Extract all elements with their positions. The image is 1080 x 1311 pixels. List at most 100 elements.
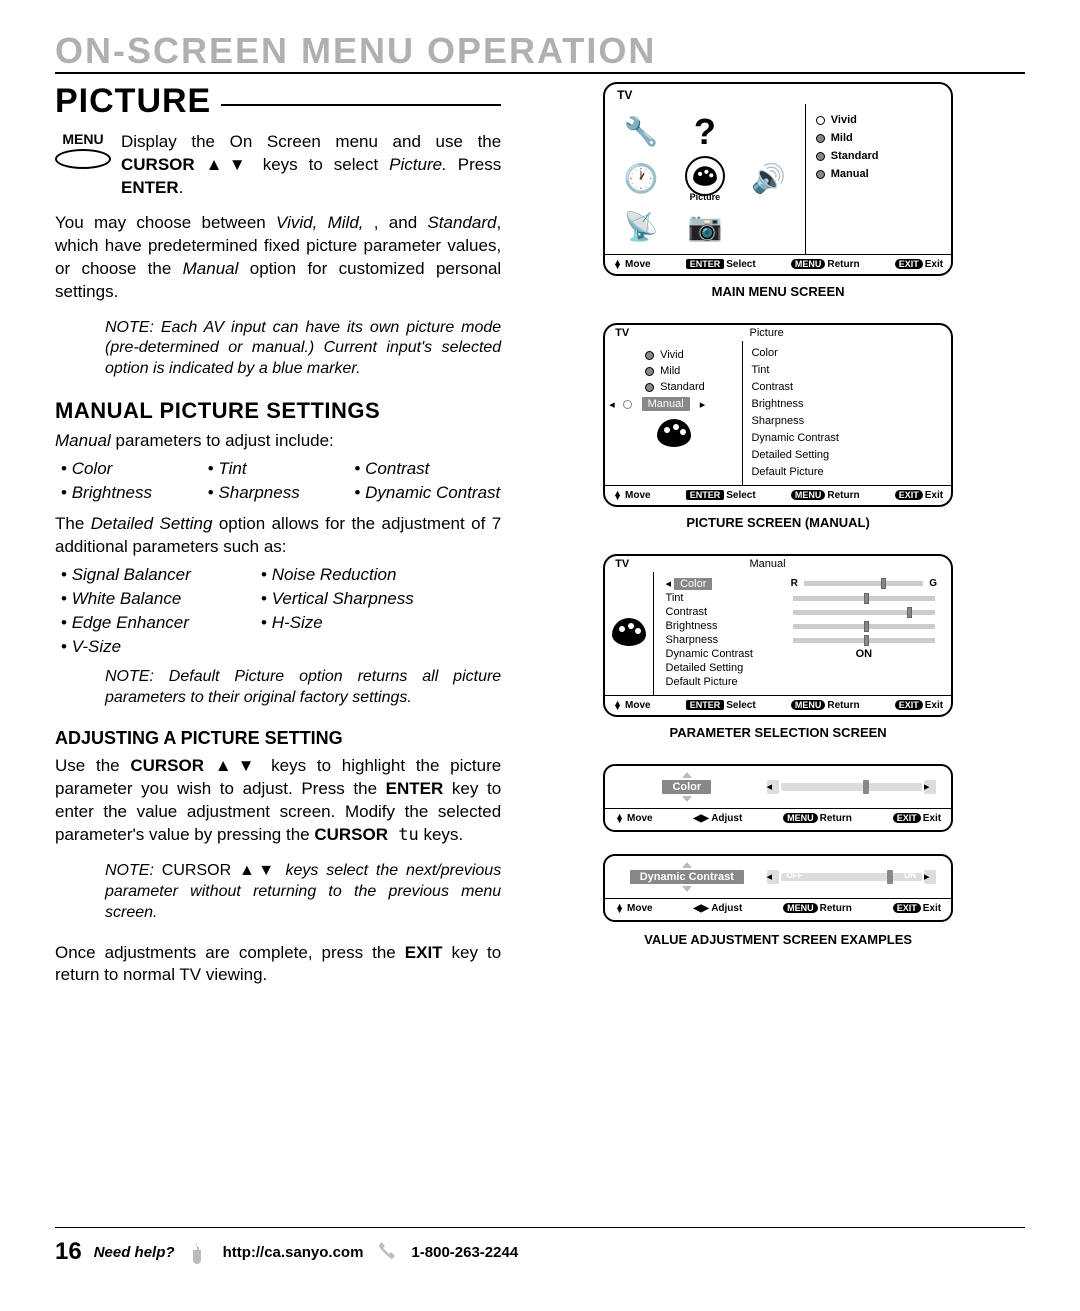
- tv-bottom-bar: ▲▼Move ENTERSelect MENUReturn EXITExit: [605, 255, 951, 274]
- heading-row: TV Picture: [605, 325, 951, 341]
- adj-box-dynamic: Dynamic Contrast ◂ OFF ON ▸ ▲▼Move ◀▶ Ad…: [603, 854, 953, 922]
- t: Standard: [427, 213, 496, 232]
- label: Vivid: [831, 114, 857, 126]
- thumb: [887, 870, 893, 884]
- t: ENTER: [386, 779, 444, 798]
- t: EXIT: [405, 943, 443, 962]
- exit: EXITExit: [893, 903, 941, 914]
- mode-manual-hi: ◂Manual▸: [605, 395, 742, 413]
- tv-main-menu: TV 🔧 ? 🕐 Picture 🔊 📡 📷: [603, 82, 953, 276]
- tvh: TV: [615, 327, 749, 339]
- t: NOTE:: [105, 862, 162, 879]
- sub-item: Default Picture: [751, 466, 943, 478]
- param: H-Size: [261, 613, 461, 633]
- right-column: TV 🔧 ? 🕐 Picture 🔊 📡 📷: [541, 82, 1025, 1001]
- wrench-icon: 🔧: [624, 115, 659, 148]
- title-text: PICTURE: [55, 82, 211, 121]
- footer-phone: 1-800-263-2244: [411, 1244, 518, 1261]
- triangle-up-icon: [682, 772, 692, 778]
- param: Brightness: [61, 483, 208, 503]
- t: Use the: [55, 756, 130, 775]
- palette-icon: [657, 419, 691, 447]
- t: CURSOR: [314, 825, 388, 844]
- camera-icon: 📷: [687, 210, 722, 243]
- param: Color: [61, 459, 208, 479]
- question-icon: ?: [694, 111, 716, 153]
- menu-intro-text: Display the On Screen menu and use the C…: [121, 131, 501, 200]
- sub-item: Sharpness: [751, 415, 943, 427]
- submenu-list: Color Tint Contrast Brightness Sharpness…: [743, 341, 951, 485]
- mode-standard: Standard: [633, 379, 742, 395]
- sub-item: Detailed Setting: [751, 449, 943, 461]
- tvh: TV: [615, 558, 749, 570]
- adj-bottom-bar: ▲▼Move ◀▶ Adjust MENUReturn EXITExit: [605, 898, 951, 920]
- param: Contrast: [354, 459, 501, 479]
- caption-main-menu: MAIN MENU SCREEN: [541, 284, 1015, 299]
- param: Sharpness: [208, 483, 355, 503]
- param-row: Default Picture: [658, 675, 948, 689]
- mode-vivid: Vivid: [633, 347, 742, 363]
- exit: EXITExit: [895, 700, 943, 711]
- page-number: 16: [55, 1238, 82, 1266]
- sub-item: Tint: [751, 364, 943, 376]
- clock-icon: 🕐: [624, 162, 659, 195]
- param-row: Detailed Setting: [658, 661, 948, 675]
- picture-label: Picture: [685, 192, 725, 202]
- triangle-up-icon: [682, 862, 692, 868]
- off-label: OFF: [787, 871, 803, 880]
- adj-slider: ◂ ▸: [767, 780, 937, 794]
- t: , and: [374, 213, 428, 232]
- enter-select: ENTERSelect: [686, 259, 756, 270]
- mouse-icon: [187, 1240, 211, 1264]
- exit: EXITExit: [895, 490, 943, 501]
- adjust: ◀▶ Adjust: [693, 813, 742, 824]
- sub-item: Dynamic Contrast: [751, 432, 943, 444]
- menu-intro-row: MENU Display the On Screen menu and use …: [55, 131, 501, 200]
- move: ▲▼Move: [615, 903, 652, 914]
- caption-adj-screen: VALUE ADJUSTMENT SCREEN EXAMPLES: [541, 932, 1015, 947]
- menu-grid: 🔧 ? 🕐 Picture 🔊 📡 📷: [605, 104, 806, 254]
- enter-select: ENTERSelect: [686, 700, 756, 711]
- t: Display the On Screen menu and use the: [121, 132, 501, 151]
- t: Vivid, Mild,: [276, 213, 374, 232]
- adj-slider: ◂ OFF ON ▸: [767, 870, 937, 884]
- sub-item: Brightness: [751, 398, 943, 410]
- adjust-p2: Once adjustments are complete, press the…: [55, 942, 501, 988]
- manual-heading: MANUAL PICTURE SETTINGS: [55, 398, 501, 424]
- t: Detailed Setting: [91, 514, 213, 533]
- t: CURSOR ▲▼: [162, 862, 278, 879]
- adjust-p1: Use the CURSOR ▲▼ keys to highlight the …: [55, 755, 501, 847]
- mode-list: Vivid Mild Standard ◂Manual▸: [605, 341, 743, 485]
- adj-title: Color: [662, 780, 711, 794]
- caption-picture-screen: PICTURE SCREEN (MANUAL): [541, 515, 1015, 530]
- param: Edge Enhancer: [61, 613, 261, 633]
- param: Signal Balancer: [61, 565, 261, 585]
- param-row: Tint: [658, 591, 948, 605]
- tv-param-screen: TV Manual ◂ ColorRGTintContrastBrightnes…: [603, 554, 953, 717]
- t: Manual: [55, 431, 111, 450]
- manual-intro: Manual parameters to adjust include:: [55, 430, 501, 453]
- right-btn: ▸: [924, 780, 936, 794]
- paragraph-modes: You may choose between Vivid, Mild, , an…: [55, 212, 501, 304]
- move: ▲▼Move: [613, 490, 650, 501]
- mode-mild: Mild: [633, 363, 742, 379]
- tv-picture-screen: TV Picture Vivid Mild Standard ◂Manual▸ …: [603, 323, 953, 507]
- left-btn: ◂: [767, 780, 779, 794]
- param-list-1: Color Tint Contrast Brightness Sharpness…: [61, 459, 501, 503]
- t: The: [55, 514, 91, 533]
- opt-standard: Standard: [816, 150, 945, 162]
- exit: EXITExit: [893, 813, 941, 824]
- t: Picture.: [389, 155, 447, 174]
- param: White Balance: [61, 589, 261, 609]
- menu-return: MENUReturn: [791, 700, 860, 711]
- t: ENTER: [121, 178, 179, 197]
- adj-title: Dynamic Contrast: [630, 870, 744, 884]
- adj-left: Dynamic Contrast: [615, 862, 758, 892]
- left-column: PICTURE MENU Display the On Screen menu …: [55, 82, 501, 1001]
- on-label: ON: [904, 871, 916, 880]
- param: Noise Reduction: [261, 565, 461, 585]
- picture-heading: Picture: [749, 327, 783, 339]
- opt-mild: Mild: [816, 132, 945, 144]
- page-footer: 16 Need help? http://ca.sanyo.com 1-800-…: [55, 1227, 1025, 1266]
- adjust: ◀▶ Adjust: [693, 903, 742, 914]
